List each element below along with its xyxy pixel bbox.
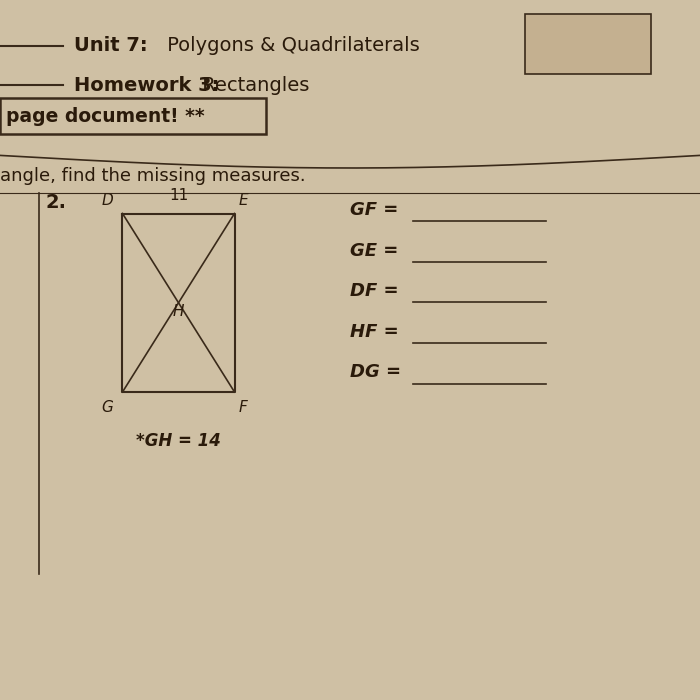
Text: Homework 3:: Homework 3: <box>74 76 219 95</box>
Text: Polygons & Quadrilaterals: Polygons & Quadrilaterals <box>161 36 420 55</box>
Text: GE =: GE = <box>350 241 398 260</box>
Text: Rectangles: Rectangles <box>196 76 309 95</box>
FancyBboxPatch shape <box>525 14 651 74</box>
Text: H: H <box>173 304 184 319</box>
Text: G: G <box>102 400 113 415</box>
Text: Unit 7:: Unit 7: <box>74 36 147 55</box>
Text: D: D <box>102 193 113 208</box>
Text: DG =: DG = <box>350 363 401 382</box>
Text: F: F <box>239 400 248 415</box>
FancyBboxPatch shape <box>0 98 266 134</box>
Text: E: E <box>239 193 248 208</box>
Text: 2.: 2. <box>46 193 66 213</box>
Text: *GH = 14: *GH = 14 <box>136 432 221 450</box>
Text: page document! **: page document! ** <box>6 106 204 126</box>
Text: GF =: GF = <box>350 201 398 219</box>
Text: HF =: HF = <box>350 323 399 341</box>
Text: DF =: DF = <box>350 282 398 300</box>
Text: 11: 11 <box>169 188 188 203</box>
Text: angle, find the missing measures.: angle, find the missing measures. <box>0 167 306 186</box>
